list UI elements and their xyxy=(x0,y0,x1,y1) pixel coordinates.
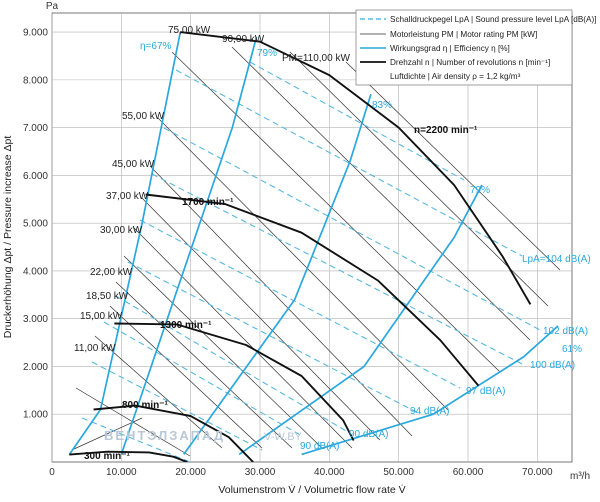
motor-label-18-5kw: 18,50 kW xyxy=(86,291,129,302)
y-tick-label: 2.000 xyxy=(23,362,48,373)
sound-line xyxy=(151,173,527,367)
legend-entry-efficiency: Wirkungsgrad η | Efficiency η [%] xyxy=(390,44,510,53)
x-tick-label: 20.000 xyxy=(175,467,206,478)
motor-line xyxy=(149,165,413,437)
efficiency-label-67: η=67% xyxy=(140,41,172,52)
rpm-curve xyxy=(180,31,532,305)
sound-label-97: 97 dB(A) xyxy=(466,386,505,397)
y-axis-title: Druckerhöhung Δpt / Pressure increase Δp… xyxy=(2,136,14,339)
sound-label-90-right: 90 dB(A) xyxy=(349,429,388,440)
rpm-curve xyxy=(69,450,188,462)
y-tick-label: 5.000 xyxy=(23,219,48,230)
rpm-curve xyxy=(93,404,254,462)
motor-line xyxy=(345,61,561,271)
y-tick-label: 4.000 xyxy=(23,266,48,277)
motor-line xyxy=(73,417,143,450)
motor-line xyxy=(133,227,353,449)
x-tick-label: 10.000 xyxy=(106,467,137,478)
motor-line xyxy=(231,46,531,341)
motor-label-22kw: 22,00 kW xyxy=(90,267,133,278)
legend-entry-motor: Motorleistung PM | Motor rating PM [kW] xyxy=(390,30,537,39)
motor-label-45kw: 45,00 kW xyxy=(112,159,155,170)
motor-label-110kw: PM=110,00 kW xyxy=(282,53,350,64)
efficiency-line xyxy=(68,31,182,456)
motor-line xyxy=(171,51,501,373)
x-tick-label: 70.000 xyxy=(522,467,553,478)
legend-entry-density: Luftdichte | Air density ρ = 1,2 kg/m³ xyxy=(390,72,521,81)
legend-entry-rpm: Drehzahl n | Number of revolutions n [mi… xyxy=(390,58,550,67)
sound-label-102: 102 dB(A) xyxy=(543,326,588,337)
y-tick-label: 9.000 xyxy=(23,28,48,39)
rpm-labels: 300 min⁻¹ 800 min⁻¹ 1300 min⁻¹ 1700 min⁻… xyxy=(84,125,478,462)
sound-line xyxy=(139,219,461,389)
x-tick-label: 30.000 xyxy=(245,467,276,478)
efficiency-label-79-upper: 79% xyxy=(257,48,277,59)
efficiency-label-83: 83% xyxy=(372,100,392,111)
motor-line xyxy=(115,281,293,449)
sound-label-90-left: 90 dB(A) xyxy=(300,441,339,452)
x-tick-label: 50.000 xyxy=(383,467,414,478)
efficiency-label-61: 61% xyxy=(562,344,582,355)
efficiency-line xyxy=(238,184,483,456)
x-tick-labels: 0 10.000 20.000 30.000 40.000 50.000 60.000 70.… xyxy=(49,467,553,478)
motor-line xyxy=(141,197,381,441)
sound-pressure-lines xyxy=(81,61,541,462)
motor-label-90kw: 90,00 kW xyxy=(222,34,265,45)
sound-line xyxy=(127,261,421,415)
watermark: ВЕНТЭЛЗАПАД V-W.BY xyxy=(104,428,303,443)
watermark-brand: ВЕНТЭЛЗАПАД xyxy=(104,428,225,443)
x-axis-title: Volumenstrom V̇ / Volumetric flow rate V… xyxy=(218,483,405,496)
legend-box xyxy=(355,9,573,86)
x-tick-label: 0 xyxy=(49,467,55,478)
sound-line xyxy=(115,295,349,433)
x-tick-label: 60.000 xyxy=(453,467,484,478)
motor-line xyxy=(109,305,263,449)
rpm-curve xyxy=(145,193,480,387)
sound-line xyxy=(103,321,303,437)
sound-label-104: LpA=104 dB(A) xyxy=(522,254,591,265)
rpm-label-1300: 1300 min⁻¹ xyxy=(160,320,212,331)
sound-level-labels: LpA=104 dB(A) 102 dB(A) 100 dB(A) 97 dB(… xyxy=(300,254,591,452)
y-tick-labels: 1.000 2.000 3.000 4.000 5.000 6.000 7.000 8.000… xyxy=(23,28,48,421)
y-unit: Pa xyxy=(46,1,59,12)
sound-label-100: 100 dB(A) xyxy=(530,360,575,371)
sound-line xyxy=(175,69,523,257)
legend-entry-sound: Schalldruckpegel LpA | Sound pressure le… xyxy=(390,15,596,24)
sound-line xyxy=(249,61,465,181)
efficiency-labels: η=67% 79% 83% 79% 61% xyxy=(140,41,582,355)
rpm-curves xyxy=(69,31,532,462)
sound-line xyxy=(91,361,263,451)
rpm-label-1700: 1700 min⁻¹ xyxy=(182,197,234,208)
watermark-site: V-W.BY xyxy=(264,431,303,443)
motor-line xyxy=(157,117,449,411)
motor-label-75kw: 75,00 kW xyxy=(168,25,211,36)
efficiency-label-79-lower: 79% xyxy=(470,185,490,196)
y-tick-label: 8.000 xyxy=(23,75,48,86)
motor-label-11kw: 11,00 kW xyxy=(74,343,116,354)
sound-label-94: 94 dB(A) xyxy=(410,406,449,417)
motor-label-37kw: 37,00 kW xyxy=(106,191,149,202)
motor-label-55kw: 55,00 kW xyxy=(122,111,165,122)
rpm-label-300: 300 min⁻¹ xyxy=(84,451,131,462)
rpm-label-800: 800 min⁻¹ xyxy=(122,400,169,411)
motor-label-15kw: 15,00 kW xyxy=(80,311,123,322)
sound-line xyxy=(163,127,541,331)
y-tick-label: 3.000 xyxy=(23,314,48,325)
motor-rating-labels: 75,00 kW 90,00 kW PM=110,00 kW 55,00 kW … xyxy=(74,25,350,354)
efficiency-line xyxy=(120,36,258,455)
y-tick-label: 7.000 xyxy=(23,123,48,134)
y-tick-label: 6.000 xyxy=(23,171,48,182)
legend: Schalldruckpegel LpA | Sound pressure le… xyxy=(355,9,596,86)
motor-label-30kw: 30,00 kW xyxy=(100,225,143,236)
motor-line xyxy=(123,255,323,449)
y-tick-label: 1.000 xyxy=(23,410,48,421)
efficiency-line xyxy=(183,93,372,455)
motor-line xyxy=(289,51,549,307)
x-unit: m³/h xyxy=(570,471,590,482)
grid xyxy=(51,13,572,462)
x-tick-label: 40.000 xyxy=(314,467,345,478)
rpm-curve xyxy=(114,322,355,441)
rpm-label-2200: n=2200 min⁻¹ xyxy=(414,125,478,136)
